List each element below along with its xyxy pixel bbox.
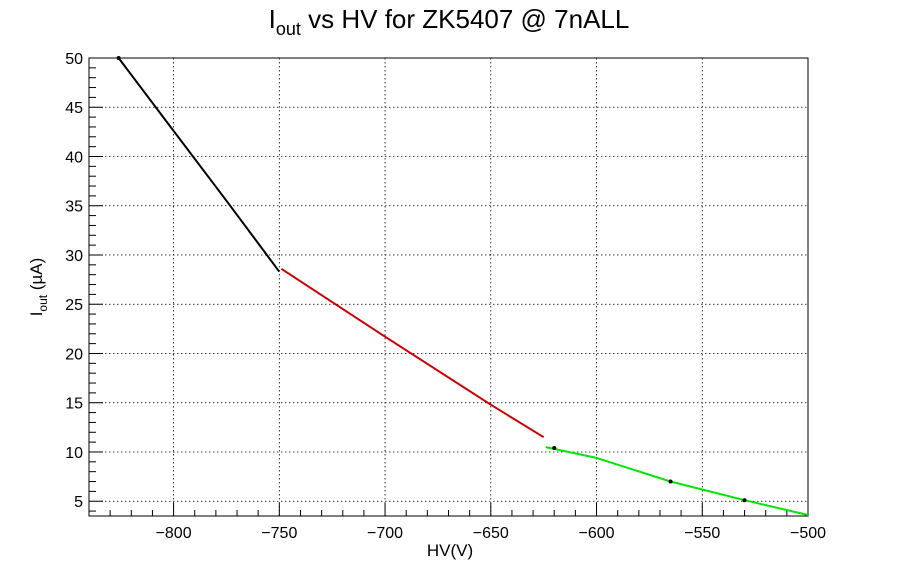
y-tick-label: 30 xyxy=(65,248,83,265)
ylabel-main: I xyxy=(27,312,46,317)
marker-layer xyxy=(116,56,747,503)
y-axis-label: Iout (µA) xyxy=(27,258,50,317)
y-tick-label: 10 xyxy=(65,445,83,462)
x-tick-labels: −800 −750 −700 −650 −600 −550 −500 xyxy=(156,525,827,542)
x-tick-label: −800 xyxy=(156,525,192,542)
y-tick-label: 40 xyxy=(65,149,83,166)
x-tick-label: −600 xyxy=(579,525,615,542)
y-tick-label: 35 xyxy=(65,199,83,216)
title-subscript: out xyxy=(276,19,301,39)
data-point xyxy=(742,498,747,503)
series-line-1 xyxy=(117,57,281,273)
data-point xyxy=(552,446,557,451)
title-main: I xyxy=(269,4,276,34)
x-tick-label: −750 xyxy=(261,525,297,542)
y-tick-label: 20 xyxy=(65,346,83,363)
grid xyxy=(89,58,808,516)
data-point xyxy=(116,56,121,60)
y-tick-labels: 5 10 15 20 25 30 35 40 45 50 xyxy=(65,51,83,511)
y-tick-label: 50 xyxy=(65,51,83,68)
ylabel-subscript: out xyxy=(36,294,50,311)
title-rest: vs HV for ZK5407 @ 7nALL xyxy=(301,4,629,34)
series-line-2 xyxy=(280,267,545,439)
data-point xyxy=(668,479,673,484)
plot-frame xyxy=(88,57,809,517)
y-tick-label: 15 xyxy=(65,396,83,413)
x-tick-label: −500 xyxy=(790,525,826,542)
ylabel-rest: (µA) xyxy=(27,258,46,295)
x-axis-label: HV(V) xyxy=(427,541,473,560)
y-tick-label: 45 xyxy=(65,100,83,117)
y-tick-label: 5 xyxy=(74,494,83,511)
x-tick-label: −650 xyxy=(473,525,509,542)
y-tick-label: 25 xyxy=(65,297,83,314)
x-tick-label: −700 xyxy=(367,525,403,542)
x-tick-label: −550 xyxy=(684,525,720,542)
chart-title: Iout vs HV for ZK5407 @ 7nALL xyxy=(269,4,630,39)
